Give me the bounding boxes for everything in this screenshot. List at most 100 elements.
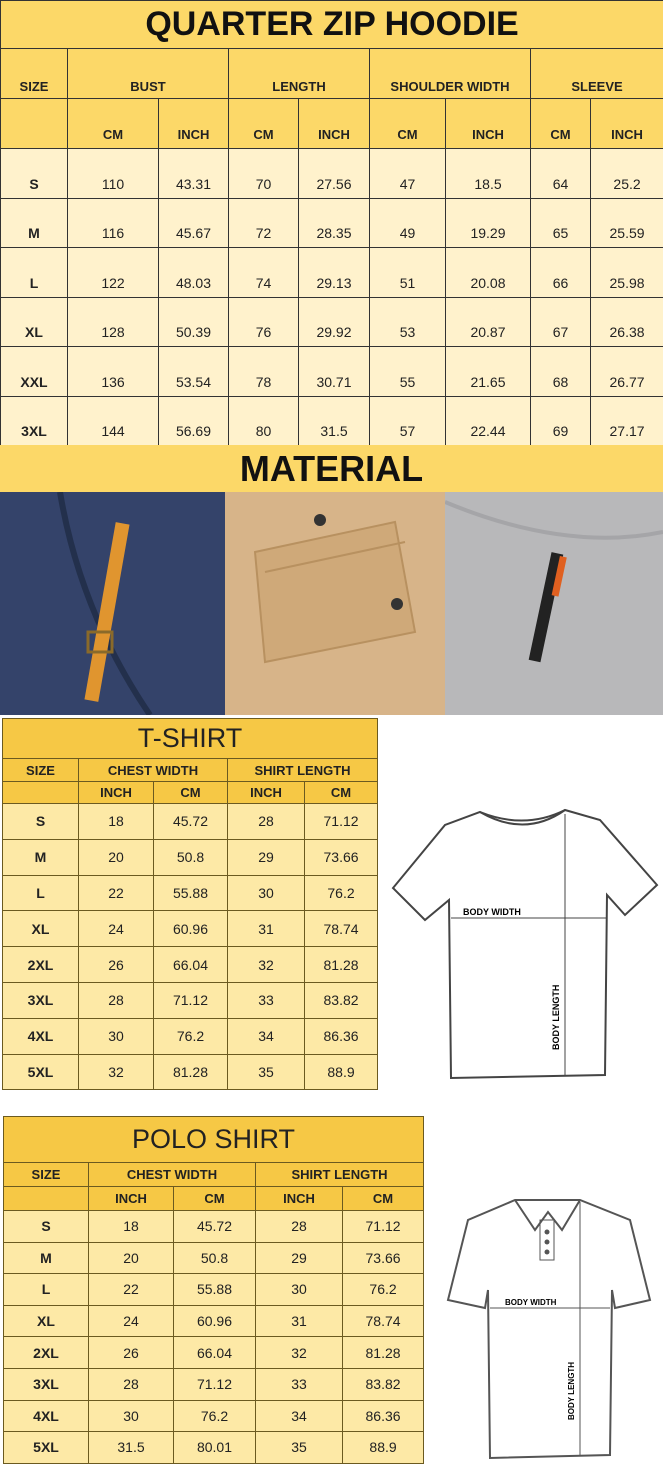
size-cell: 3XL [2, 981, 79, 1019]
subheader-cm: CM [530, 98, 591, 149]
value-cell: 51 [369, 247, 446, 298]
value-cell: 29 [255, 1241, 343, 1275]
value-cell: 20.08 [445, 247, 531, 298]
table-row: 5XL 32 81.28 35 88.9 [2, 1053, 379, 1091]
size-cell: 4XL [2, 1017, 79, 1055]
table-row: XXL 136 53.54 78 30.71 55 21.65 68 26.77 [0, 346, 663, 397]
value-cell: 70 [228, 148, 299, 199]
table-row: 4XL 30 76.2 34 86.36 [2, 1017, 379, 1055]
subheader-cm: CM [153, 781, 228, 804]
value-cell: 80.01 [173, 1431, 256, 1464]
value-cell: 22.44 [445, 395, 531, 446]
subheader-cm: CM [303, 781, 379, 804]
value-cell: 88.9 [303, 1053, 379, 1091]
tshirt-title: T-SHIRT [1, 718, 379, 759]
value-cell: 25.59 [589, 197, 663, 248]
value-cell: 50.39 [158, 296, 229, 347]
hoodie-size-table: QUARTER ZIP HOODIE SIZE BUST LENGTH SHOU… [0, 0, 663, 446]
value-cell: 76.2 [303, 874, 379, 912]
header-blank [3, 1186, 89, 1211]
value-cell: 55.88 [153, 874, 228, 912]
tshirt-diagram: BODY WIDTH BODY LENGTH [391, 808, 659, 1080]
size-cell: S [2, 803, 79, 840]
value-cell: 28 [227, 803, 305, 840]
table-row: L 22 55.88 30 76.2 [3, 1273, 425, 1306]
size-cell: M [0, 197, 68, 248]
value-cell: 71.12 [303, 803, 379, 840]
value-cell: 24 [88, 1304, 174, 1338]
subheader-inch: INCH [227, 781, 305, 804]
value-cell: 49 [369, 197, 446, 248]
size-cell: L [3, 1273, 89, 1306]
table-row: M 20 50.8 29 73.66 [3, 1241, 425, 1275]
value-cell: 73.66 [341, 1241, 425, 1275]
value-cell: 28 [78, 981, 154, 1019]
header-size: SIZE [0, 48, 68, 99]
value-cell: 76.2 [153, 1017, 228, 1055]
value-cell: 88.9 [341, 1431, 425, 1464]
material-banner: MATERIAL [0, 445, 663, 492]
value-cell: 34 [227, 1017, 305, 1055]
value-cell: 66.04 [153, 946, 228, 983]
material-photo-tan [225, 492, 445, 715]
value-cell: 24 [78, 910, 154, 948]
table-row: XL 24 60.96 31 78.74 [3, 1304, 425, 1338]
header-size: SIZE [3, 1162, 89, 1187]
value-cell: 80 [228, 395, 299, 446]
value-cell: 78.74 [341, 1304, 425, 1338]
table-row: L 22 55.88 30 76.2 [2, 874, 379, 912]
value-cell: 35 [227, 1053, 305, 1091]
header-shirt-length: SHIRT LENGTH [254, 1162, 425, 1187]
size-cell: L [2, 874, 79, 912]
value-cell: 128 [67, 296, 159, 347]
table-row: 3XL 28 71.12 33 83.82 [3, 1367, 425, 1401]
subheader-inch: INCH [88, 1186, 174, 1211]
value-cell: 68 [530, 346, 591, 397]
value-cell: 56.69 [158, 395, 229, 446]
value-cell: 86.36 [303, 1017, 379, 1055]
value-cell: 26.38 [589, 296, 663, 347]
table-row: S 18 45.72 28 71.12 [2, 803, 379, 840]
hoodie-title: QUARTER ZIP HOODIE [0, 0, 663, 49]
table-row: M 116 45.67 72 28.35 49 19.29 65 25.59 [0, 197, 663, 248]
value-cell: 31.5 [298, 395, 370, 446]
header-shirt-length: SHIRT LENGTH [226, 758, 379, 782]
value-cell: 45.72 [173, 1210, 256, 1243]
subheader-cm: CM [341, 1186, 425, 1211]
value-cell: 76 [228, 296, 299, 347]
value-cell: 31.5 [88, 1431, 174, 1464]
polo-body-width-label: BODY WIDTH [505, 1298, 557, 1307]
subheader-cm: CM [369, 98, 446, 149]
table-row: L 122 48.03 74 29.13 51 20.08 66 25.98 [0, 247, 663, 298]
value-cell: 25.2 [589, 148, 663, 199]
table-row: 2XL 26 66.04 32 81.28 [2, 946, 379, 983]
size-cell: 3XL [3, 1367, 89, 1401]
value-cell: 30 [78, 1017, 154, 1055]
header-sleeve: SLEEVE [529, 48, 663, 99]
value-cell: 48.03 [158, 247, 229, 298]
subheader-inch: INCH [158, 98, 229, 149]
value-cell: 28.35 [298, 197, 370, 248]
value-cell: 30.71 [298, 346, 370, 397]
value-cell: 50.8 [173, 1241, 256, 1275]
value-cell: 81.28 [153, 1053, 228, 1091]
polo-size-table: POLO SHIRT SIZE CHEST WIDTH SHIRT LENGTH I… [2, 1116, 425, 1464]
table-row: XL 24 60.96 31 78.74 [2, 910, 379, 948]
size-cell: XL [2, 910, 79, 948]
value-cell: 71.12 [173, 1367, 256, 1401]
value-cell: 18.5 [445, 148, 531, 199]
value-cell: 53.54 [158, 346, 229, 397]
value-cell: 19.29 [445, 197, 531, 248]
table-row: 3XL 28 71.12 33 83.82 [2, 981, 379, 1019]
material-photo-gray [445, 492, 663, 715]
value-cell: 18 [78, 803, 154, 840]
size-cell: XL [3, 1304, 89, 1338]
value-cell: 30 [88, 1399, 174, 1433]
value-cell: 144 [67, 395, 159, 446]
table-row: 4XL 30 76.2 34 86.36 [3, 1399, 425, 1433]
value-cell: 71.12 [341, 1210, 425, 1243]
size-cell: 3XL [0, 395, 68, 446]
value-cell: 76.2 [173, 1399, 256, 1433]
header-bust: BUST [67, 48, 229, 99]
value-cell: 20.87 [445, 296, 531, 347]
